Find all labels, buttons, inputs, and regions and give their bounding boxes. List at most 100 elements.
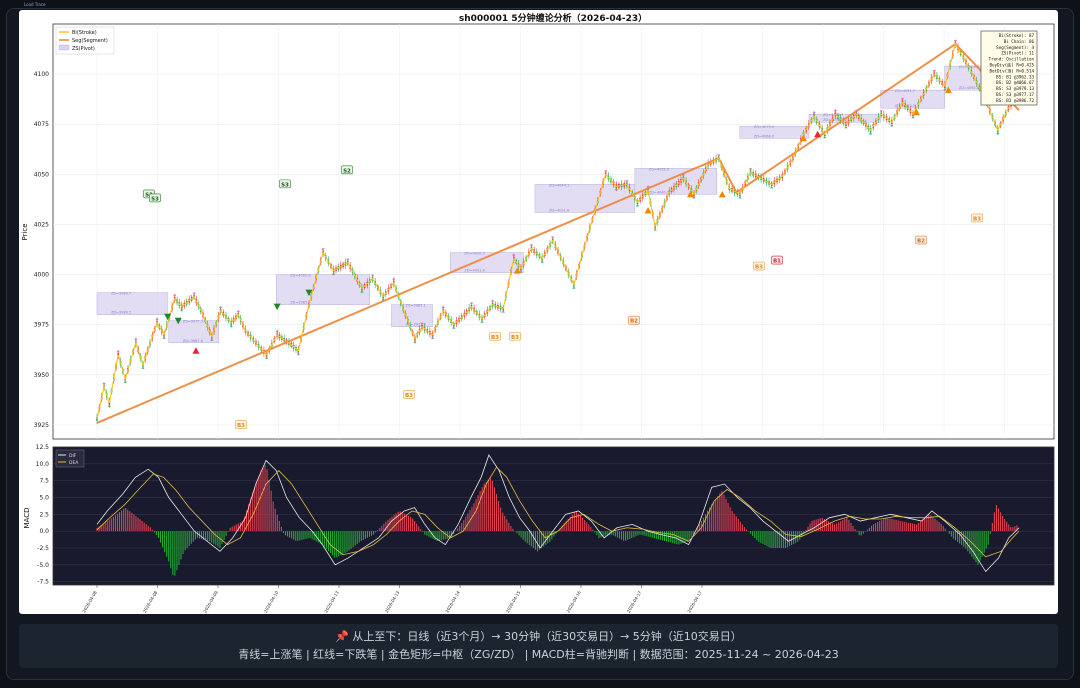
macd-bar-negative: [623, 531, 625, 541]
bottom-fractal-marker: [360, 290, 364, 293]
macd-bar-negative: [549, 531, 551, 542]
macd-bar-negative: [760, 531, 762, 543]
macd-bar-positive: [735, 516, 737, 532]
bs-label-text: B1: [773, 259, 781, 265]
macd-bar-positive: [811, 520, 813, 532]
pivot-box: [168, 320, 219, 344]
macd-bar-negative: [196, 531, 198, 539]
buy-signal-marker: [913, 108, 921, 116]
macd-bar-negative: [625, 531, 627, 541]
macd-bar-negative: [202, 531, 205, 540]
macd-bar-negative: [627, 531, 629, 540]
macd-bar-positive: [907, 522, 909, 532]
macd-y-tick-label: -5.0: [37, 562, 49, 569]
macd-bar-positive: [377, 530, 379, 532]
macd-bar-positive: [229, 527, 231, 532]
macd-bar-positive: [1012, 527, 1014, 532]
macd-bar-positive: [844, 519, 846, 532]
macd-bar-positive: [709, 507, 711, 532]
macd-bar-negative: [750, 531, 752, 534]
stats-line: BS: B2 @4066.67: [996, 80, 1034, 85]
macd-bar-positive: [407, 515, 409, 532]
macd-bar-positive: [707, 510, 709, 532]
macd-y-tick-label: -2.5: [37, 545, 49, 552]
macd-bar-positive: [944, 528, 946, 532]
macd-bar-negative: [659, 531, 661, 540]
bottom-fractal-marker: [229, 324, 233, 327]
top-link[interactable]: Load Trace: [24, 2, 46, 7]
bs-label-text: S3: [151, 196, 159, 202]
macd-bar-positive: [233, 525, 235, 532]
macd-bar-positive: [409, 516, 412, 532]
macd-bar-positive: [938, 521, 940, 532]
stats-line: BS: B3 @3986.72: [996, 98, 1034, 103]
bottom-fractal-marker: [996, 131, 1000, 135]
macd-bar-positive: [821, 517, 823, 532]
macd-bar-negative: [782, 531, 784, 548]
macd-bar-positive: [561, 525, 563, 532]
macd-bar-negative: [657, 531, 659, 540]
macd-bar-positive: [866, 529, 868, 532]
macd-bar-positive: [110, 518, 112, 532]
macd-bar-positive: [590, 527, 592, 532]
macd-bar-positive: [809, 523, 811, 532]
bottom-fractal-marker: [738, 195, 742, 199]
macd-bar-positive: [98, 526, 100, 532]
macd-bar-positive: [721, 490, 723, 532]
macd-bar-positive: [731, 510, 733, 532]
macd-bar-negative: [803, 531, 805, 534]
x-axis-ticks: 2026-04-08 2026-04-08 2026-04-09 2026-04-10…: [81, 585, 703, 614]
legend-dif-label: DIF: [69, 453, 77, 459]
macd-bar-negative: [422, 531, 424, 532]
buy-signal-marker: [686, 190, 694, 198]
macd-bar-negative: [291, 531, 293, 539]
macd-bar-positive: [508, 522, 510, 532]
top-fractal-marker: [346, 258, 350, 262]
macd-bar-negative: [543, 531, 545, 547]
macd-bar-negative: [194, 531, 196, 540]
macd-bar-negative: [295, 531, 297, 541]
macd-bar-positive: [737, 519, 739, 532]
bs-label-text: B2: [630, 319, 638, 325]
pivot-zg-label: ZG=4044.1: [549, 183, 569, 187]
macd-bar-negative: [207, 531, 209, 541]
macd-bar-negative: [780, 531, 782, 548]
stats-line: Bi Chain: 86: [1004, 39, 1035, 44]
stats-line: BotDiv(顶) R=0.514: [989, 68, 1034, 74]
top-fractal-marker: [469, 302, 474, 306]
macd-bar-negative: [649, 531, 651, 538]
sell-signal-marker: [273, 303, 281, 311]
top-fractal-marker: [219, 306, 223, 310]
price-y-tick-label: 3950: [34, 372, 49, 379]
bs-label-box: [915, 235, 927, 245]
macd-bar-negative: [344, 531, 346, 553]
macd-bar-positive: [922, 519, 924, 532]
macd-bar-positive: [112, 516, 114, 532]
macd-bar-positive: [405, 514, 407, 532]
macd-bar-positive: [586, 522, 588, 532]
bottom-fractal-marker: [452, 326, 456, 329]
macd-bar-positive: [473, 503, 475, 532]
x-tick-label: 2026-04-13: [323, 590, 340, 614]
macd-bar-positive: [123, 508, 125, 532]
caption-line-2: 青线=上涨笔 | 红线=下跌笔 | 金色矩形=中枢（ZG/ZD） | MACD柱…: [238, 648, 839, 661]
stats-line: Bi(Stroke): 87: [999, 33, 1035, 38]
bs-label-box: [403, 390, 415, 399]
macd-bar-negative: [860, 531, 862, 536]
macd-bar-negative: [788, 531, 791, 547]
macd-bar-positive: [471, 506, 473, 532]
macd-bar-positive: [467, 513, 469, 532]
top-fractal-marker: [879, 110, 883, 113]
macd-bar-positive: [395, 513, 397, 532]
macd-bar-negative: [752, 531, 754, 536]
macd-bar-positive: [420, 529, 422, 532]
price-y-ticks: 3925 3950 3975 4000 4025 4050 4075 4100: [34, 71, 49, 429]
top-fractal-marker: [155, 318, 159, 322]
macd-bar-positive: [510, 526, 512, 532]
macd-bar-negative: [184, 531, 186, 551]
macd-bar-positive: [1010, 527, 1012, 532]
macd-bar-negative: [551, 531, 553, 540]
price-y-tick-label: 3975: [34, 322, 49, 329]
macd-bar-positive: [465, 516, 467, 532]
macd-bar-positive: [942, 525, 944, 532]
